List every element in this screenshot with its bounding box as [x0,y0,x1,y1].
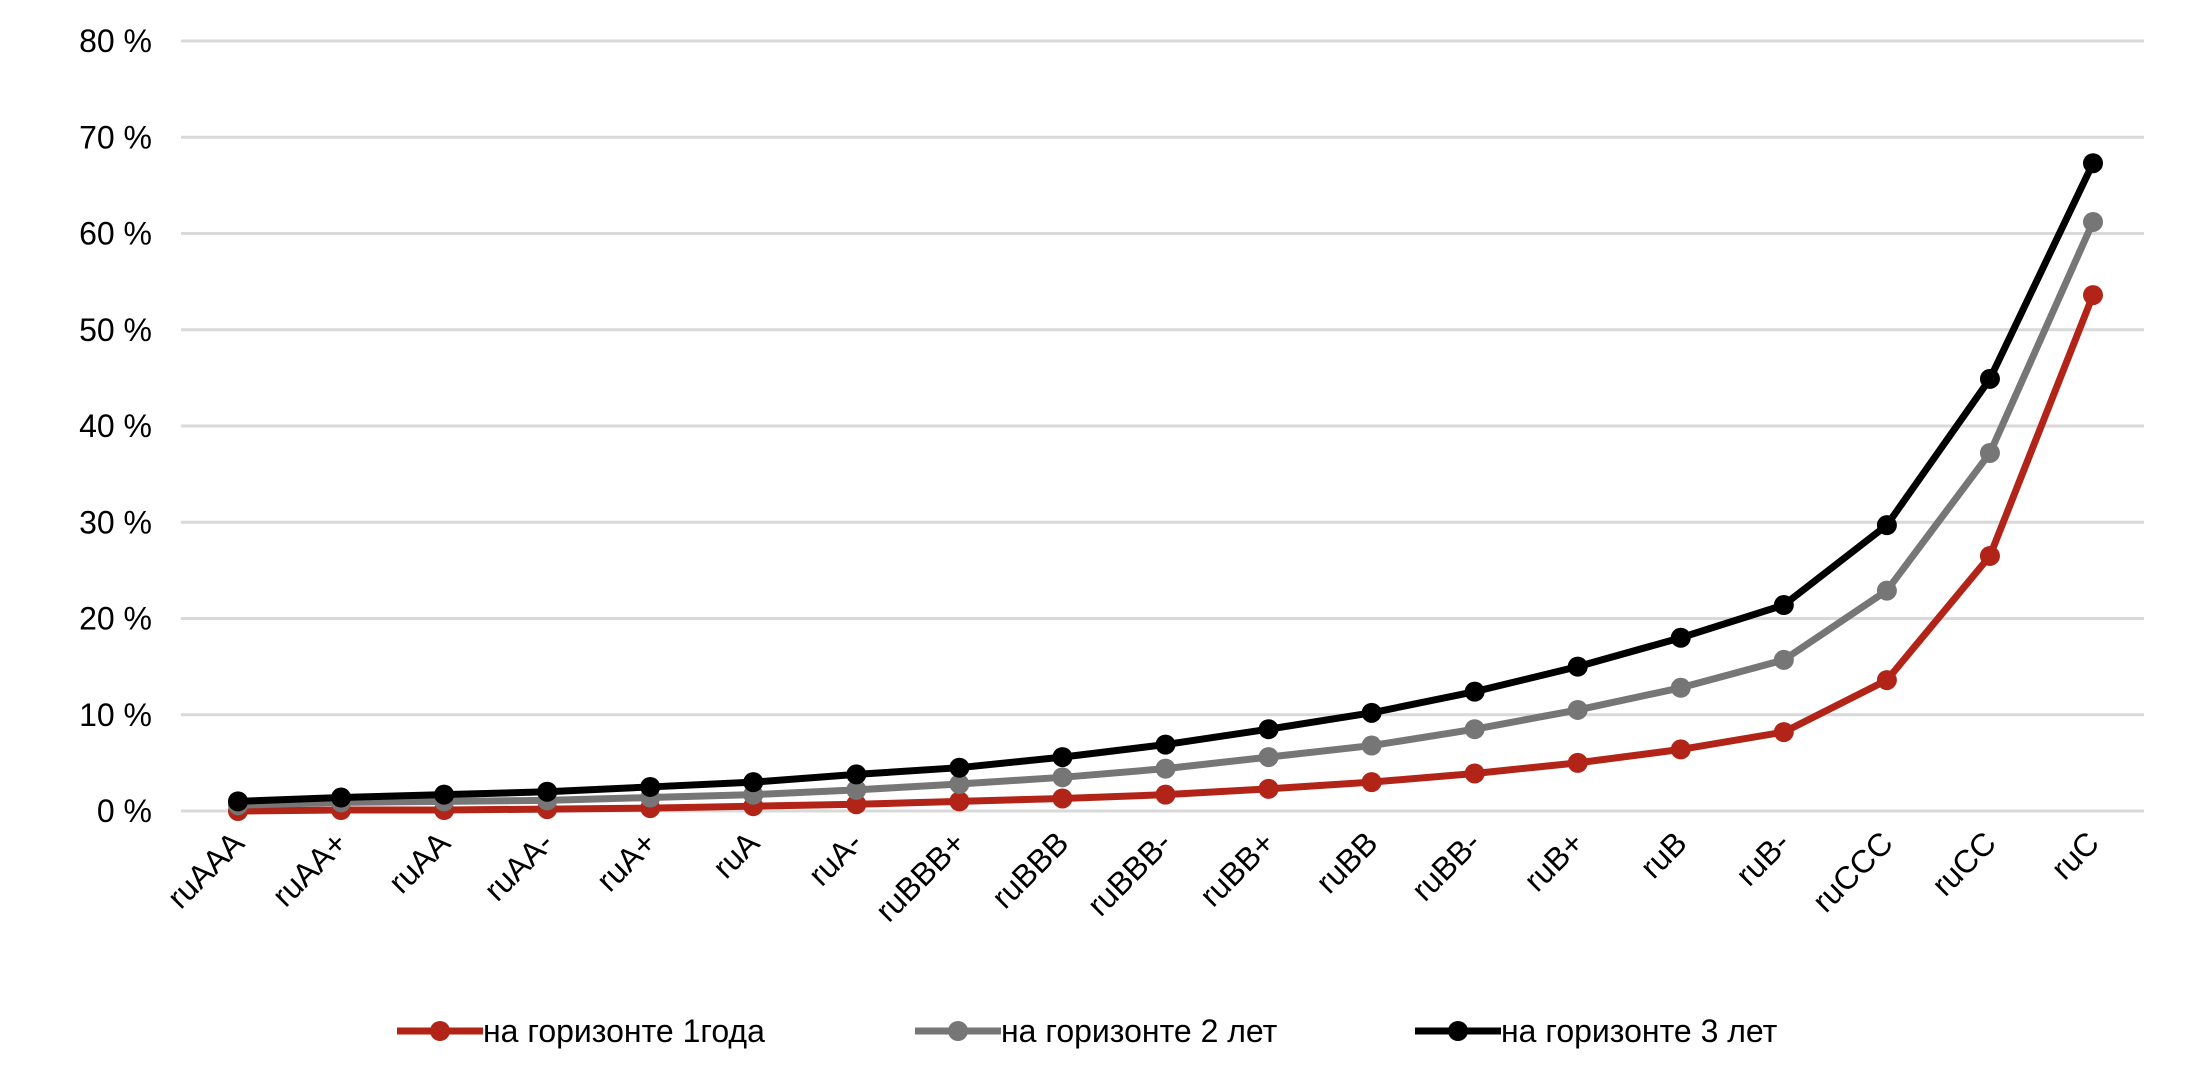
legend: на горизонте 1года на горизонте 2 лет на г… [397,1013,1778,1049]
data-point [1361,702,1382,723]
data-point [1155,758,1176,779]
x-tick-label: ruB+ [1517,824,1591,898]
x-tick-label: ruBB- [1404,824,1487,907]
data-point [434,784,455,805]
legend-marker [1448,1021,1468,1041]
x-tick-label: ruB- [1729,824,1797,892]
y-axis-tick-labels: 0 % 10 % 20 % 30 % 40 % 50 % 60 % 70 % 80 % [79,23,152,829]
data-point [1773,595,1794,616]
x-tick-label: ruAA+ [265,824,354,913]
x-tick-label: ruAA [381,824,457,900]
data-point [2083,153,2103,174]
data-point [1464,681,1485,702]
x-tick-label: ruA+ [589,824,663,898]
y-tick-label: 80 % [79,23,152,59]
legend-label: на горизонте 2 лет [1001,1013,1278,1049]
data-point [1464,763,1485,784]
gridlines [181,39,2144,813]
data-point [1464,719,1485,740]
data-point [1052,747,1073,768]
data-point [1258,778,1279,799]
x-tick-label: ruBB+ [1193,824,1282,913]
legend-item: на горизонте 2 лет [915,1013,1278,1049]
legend-item: на горизонте 3 лет [1415,1013,1778,1049]
x-tick-label: ruBBB [985,824,1076,915]
data-point [1670,739,1691,760]
x-tick-label: ruCC [1925,824,2003,902]
data-point [1773,649,1794,670]
x-tick-label: ruA- [801,824,869,892]
legend-item: на горизонте 1года [397,1013,765,1049]
data-point [949,791,970,812]
legend-label: на горизонте 3 лет [1501,1013,1778,1049]
series-2 [228,211,2103,816]
data-point [1052,767,1073,788]
data-point [331,787,352,808]
data-point [1670,627,1691,648]
data-point [1876,580,1897,601]
data-point [1773,722,1794,743]
data-point [1155,734,1176,755]
legend-marker [430,1021,450,1041]
x-tick-label: ruB [1633,824,1694,885]
data-point [846,794,867,815]
data-point [1979,545,2000,566]
data-point [1567,699,1588,720]
data-point [228,791,248,812]
y-tick-label: 40 % [79,408,152,444]
x-axis-tick-labels: ruAAA ruAA+ ruAA ruAA-ruA+ ruA ruA-ruBBB+ ruBB… [160,824,2106,929]
y-tick-label: 50 % [79,312,152,348]
series-3 [228,153,2103,812]
data-point [1052,788,1073,809]
data-point [1979,442,2000,463]
data-point [1979,368,2000,389]
data-point [1567,752,1588,773]
x-tick-label: ruBBB- [1080,824,1178,922]
y-tick-label: 20 % [79,601,152,637]
data-point [1876,515,1897,536]
x-tick-label: ruBB [1309,824,1385,900]
y-tick-label: 60 % [79,216,152,252]
data-point [537,781,558,802]
y-tick-label: 0 % [97,793,152,829]
y-tick-label: 70 % [79,119,152,155]
data-point [1876,670,1897,691]
series-lines [228,153,2103,821]
data-point [1567,656,1588,677]
y-tick-label: 30 % [79,504,152,540]
data-point [1361,772,1382,793]
data-point [1155,784,1176,805]
data-point [846,764,867,785]
data-point [1258,719,1279,740]
series-line [237,161,2097,805]
y-tick-label: 10 % [79,697,152,733]
x-tick-label: ruBBB+ [868,824,972,928]
x-tick-label: ruCCC [1805,824,1900,919]
x-tick-label: ruC [2044,824,2106,886]
legend-label: на горизонте 1года [483,1013,765,1049]
data-point [1670,677,1691,698]
data-point [640,776,661,797]
x-tick-label: ruAA- [477,824,560,907]
data-point [743,772,764,793]
data-point [1258,747,1279,768]
legend-marker [948,1021,968,1041]
data-point [1361,735,1382,756]
series-line [237,293,2097,815]
data-point [949,757,970,778]
x-tick-label: ruAAA [160,824,251,915]
data-point [949,774,970,795]
data-point [2083,285,2103,306]
data-point [2083,211,2103,232]
x-tick-label: ruA [706,824,767,885]
data-point [846,779,867,800]
